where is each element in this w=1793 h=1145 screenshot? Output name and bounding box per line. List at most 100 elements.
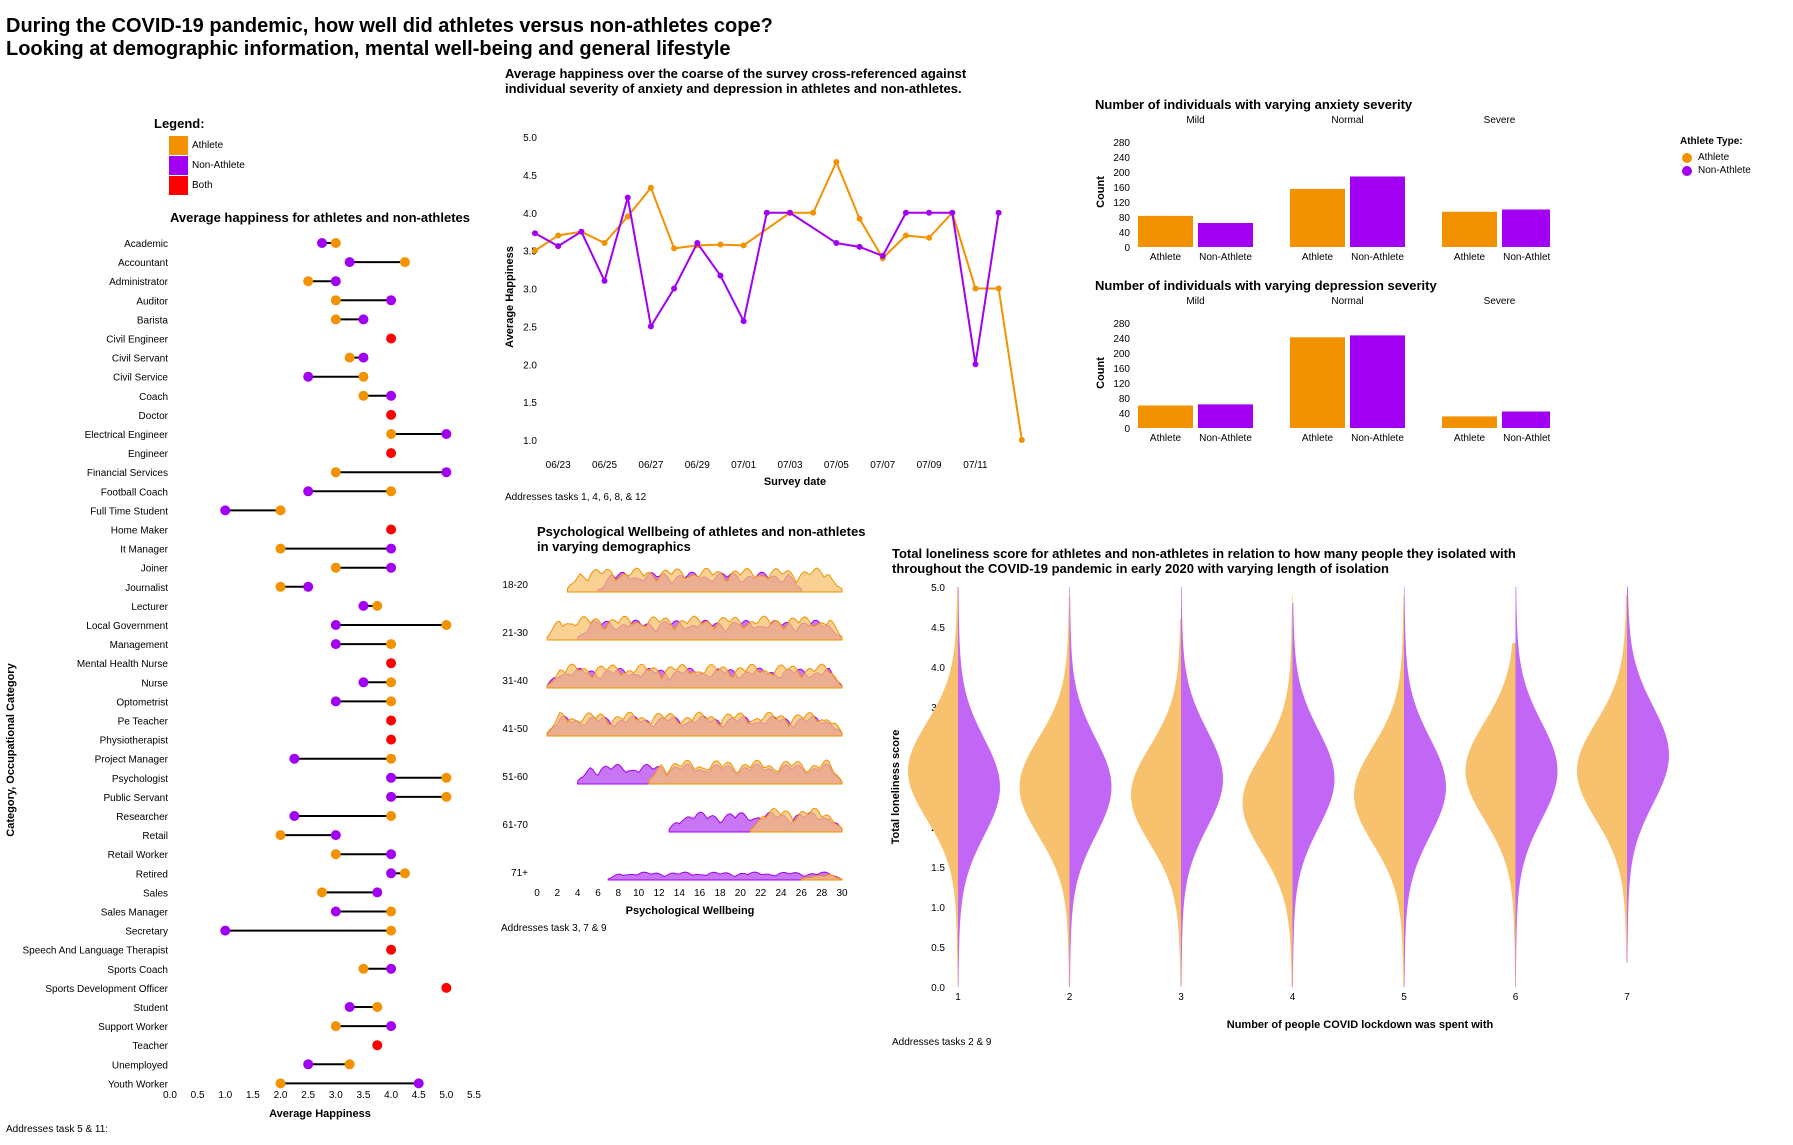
dumbbell-x-tick: 1.0: [218, 1090, 232, 1101]
dumbbell-dot-non-athlete: [330, 696, 341, 707]
dumbbell-dot-athlete: [441, 620, 452, 630]
violin-x-tick: 6: [1513, 992, 1519, 1003]
violin-title-line1: Total loneliness score for athletes and …: [892, 546, 1516, 561]
legend-swatch-athlete: [169, 136, 188, 155]
dumbbell-dot-non-athlete: [344, 1002, 355, 1012]
dumbbell-x-tick: 5.0: [439, 1090, 453, 1101]
line-title: Average happiness over the coarse of the…: [505, 66, 966, 96]
dumbbell-dot-both: [386, 658, 397, 669]
anxiety-facet-label: Severe: [1484, 115, 1516, 126]
dumbbell-dot-athlete: [330, 1021, 341, 1032]
ridge-title-line1: Psychological Wellbeing of athletes and …: [537, 524, 866, 539]
ridge-area-athlete: [546, 711, 843, 737]
line-point-non-athlete: [555, 243, 562, 250]
violin-half-non-athlete: [1292, 603, 1335, 987]
violin-y-tick: 4.0: [931, 663, 945, 674]
line-point-non-athlete: [763, 209, 770, 216]
ridge-area-athlete: [750, 807, 843, 833]
dumbbell-category-label: Pe Teacher: [118, 717, 169, 728]
dumbbell-dot-athlete: [275, 1078, 286, 1089]
dumbbell-category-label: Physiotherapist: [100, 736, 169, 747]
dumbbell-dot-athlete: [386, 696, 397, 707]
dumbbell-dot-non-athlete: [330, 639, 341, 650]
line-point-athlete: [1018, 437, 1025, 443]
dumbbell-dot-athlete: [386, 429, 397, 439]
dumbbell-category-label: Project Manager: [95, 755, 169, 766]
line-x-tick: 06/25: [592, 460, 617, 471]
athlete-type-dot-non-athlete: [1682, 165, 1692, 176]
violin-chart: 0.00.51.01.52.02.53.03.54.04.55.01234567…: [890, 583, 1669, 1031]
athlete-type-item-non-athlete: Non-Athlete: [1682, 165, 1751, 176]
dumbbell-category-label: Psychologist: [112, 774, 168, 785]
line-point-non-athlete: [647, 323, 654, 330]
line-point-non-athlete: [787, 209, 793, 216]
dumbbell-category-label: Engineer: [128, 449, 169, 460]
depression-bar-label: Athlete: [1454, 433, 1486, 444]
line-point-non-athlete: [717, 272, 724, 279]
dumbbell-category-label: Electrical Engineer: [85, 430, 169, 441]
dumbbell-x-tick: 4.5: [412, 1090, 426, 1101]
line-point-non-athlete: [740, 318, 747, 325]
violin-x-tick: 3: [1178, 992, 1184, 1003]
ridge-group-label: 18-20: [502, 580, 528, 591]
legend-label-athlete: Athlete: [192, 140, 224, 151]
dumbbell-dot-non-athlete: [330, 830, 341, 841]
ridge-note: Addresses task 3, 7 & 9: [501, 923, 607, 934]
line-y-tick: 4.5: [523, 171, 537, 182]
dumbbell-dot-non-athlete: [358, 600, 369, 611]
line-point-athlete: [833, 158, 840, 165]
line-y-tick: 1.5: [523, 398, 537, 409]
legend: Legend: Athlete Non-Athlete Both: [154, 116, 274, 196]
dumbbell-dot-non-athlete: [386, 1021, 397, 1032]
dumbbell-category-label: Coach: [139, 392, 168, 403]
violin-half-non-athlete: [1515, 587, 1558, 987]
dumbbell-category-label: Football Coach: [101, 487, 168, 498]
dumbbell-dot-athlete: [358, 963, 369, 974]
violin-y-tick: 5.0: [931, 583, 945, 594]
dumbbell-dot-athlete: [441, 791, 452, 802]
dumbbell-category-label: Barista: [137, 315, 169, 326]
line-point-athlete: [902, 232, 909, 239]
violin-x-tick: 5: [1401, 992, 1407, 1003]
violin-half-non-athlete: [1404, 587, 1446, 987]
dumbbell-x-tick: 0.5: [191, 1090, 205, 1101]
line-y-tick: 2.0: [523, 360, 537, 371]
anxiety-bar-label: Non-Athlete: [1503, 252, 1550, 263]
line-point-non-athlete: [926, 209, 933, 216]
dumbbell-x-tick: 0.0: [163, 1090, 177, 1101]
dumbbell-dot-non-athlete: [358, 677, 369, 688]
violin-half-athlete: [908, 587, 958, 987]
dumbbell-category-label: Sports Development Officer: [45, 984, 168, 995]
depression-bar-athlete: [1138, 405, 1193, 428]
dumbbell-dot-non-athlete: [330, 620, 341, 630]
dumbbell-dot-athlete: [330, 467, 341, 478]
legend-label-non-athlete: Non-Athlete: [192, 160, 245, 171]
ridge-x-tick: 6: [595, 888, 601, 899]
line-point-non-athlete: [995, 209, 1002, 216]
depression-title: Number of individuals with varying depre…: [1095, 278, 1437, 293]
line-point-athlete: [740, 242, 747, 249]
anxiety-bar-non-athlete: [1502, 209, 1550, 247]
anxiety-bar-non-athlete: [1350, 176, 1405, 247]
dumbbell-dot-both: [386, 333, 397, 344]
ridgeline-chart: 0 2 4 6 8 10 12 14 16 18 20 22 24 26 28 3018-2021-3031-…: [502, 567, 848, 917]
line-y-tick: 3.0: [523, 285, 537, 296]
dumbbell-dot-athlete: [386, 639, 397, 650]
dumbbell-dot-athlete: [275, 505, 286, 516]
ridge-x-tick: 22: [755, 888, 767, 899]
violin-x-tick: 2: [1067, 992, 1073, 1003]
legend-title: Legend:: [154, 116, 205, 131]
anxiety-bar-label: Non-Athlete: [1351, 252, 1404, 263]
line-series-athlete: [534, 159, 1023, 441]
dumbbell-category-label: Civil Engineer: [106, 335, 168, 346]
dumbbell-dot-both: [386, 734, 397, 745]
dumbbell-dot-both: [386, 409, 397, 420]
line-title-line1: Average happiness over the coarse of the…: [505, 66, 967, 81]
line-point-athlete: [601, 240, 608, 247]
violin-half-athlete: [1465, 643, 1516, 987]
violin-half-athlete: [1354, 595, 1404, 987]
line-point-athlete: [856, 215, 863, 222]
dumbbell-category-label: Secretary: [125, 927, 168, 938]
line-point-non-athlete: [833, 240, 840, 247]
dumbbell-category-label: Researcher: [116, 812, 168, 823]
